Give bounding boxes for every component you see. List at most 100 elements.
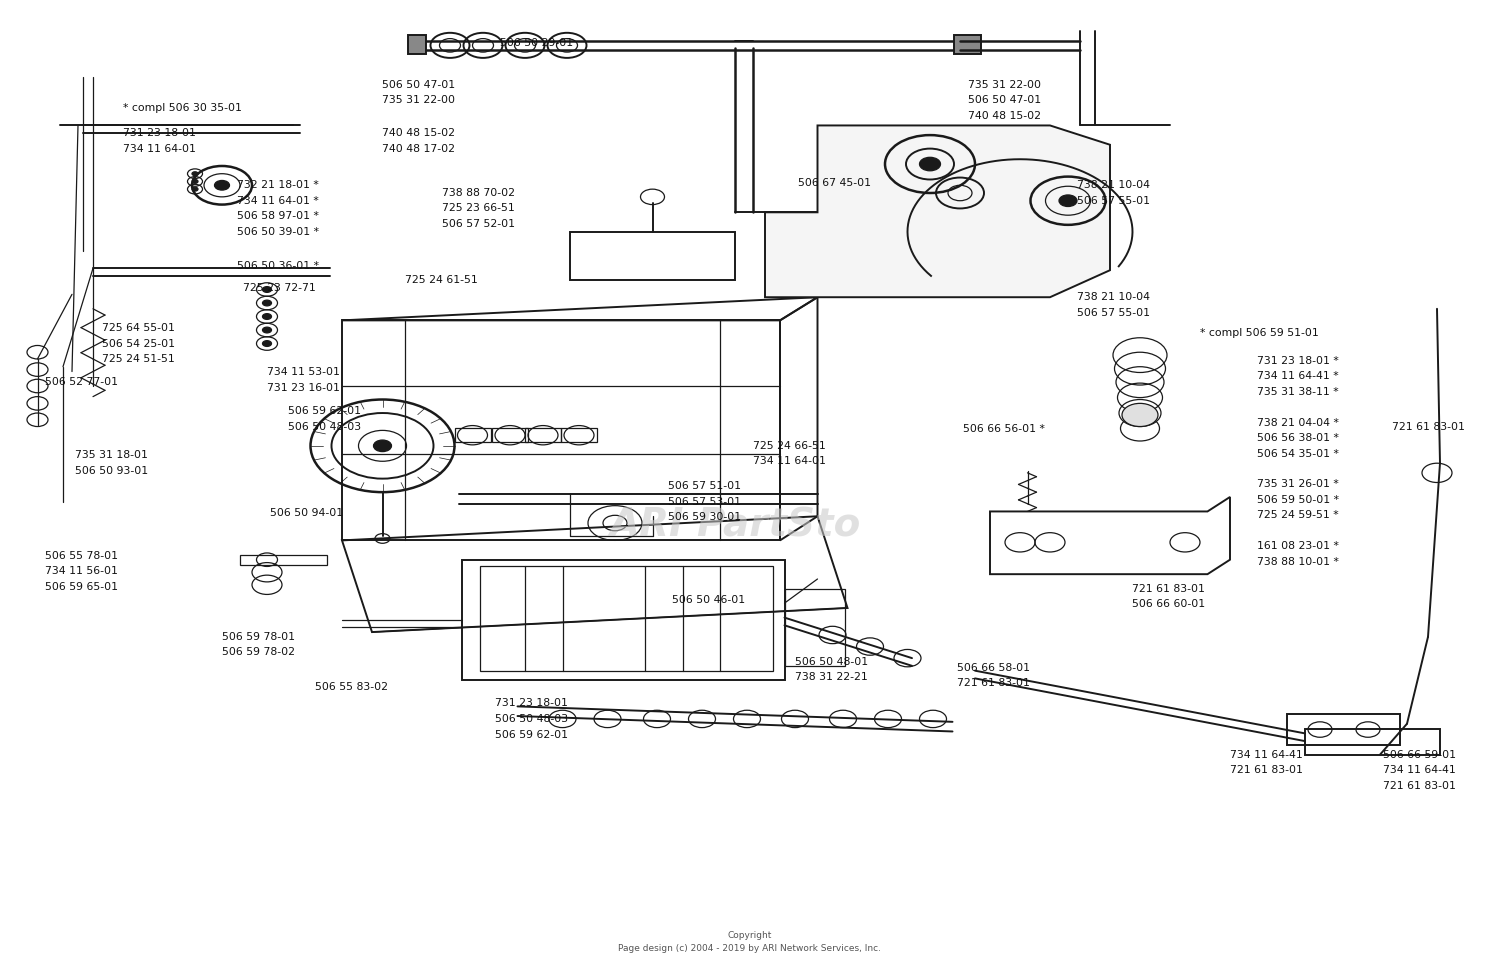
- Text: 738 88 70-02: 738 88 70-02: [442, 188, 516, 198]
- Text: 506 67 45-01: 506 67 45-01: [798, 179, 871, 188]
- Circle shape: [920, 157, 940, 171]
- Text: 506 66 58-01: 506 66 58-01: [957, 663, 1030, 673]
- Text: 725 23 72-71: 725 23 72-71: [243, 283, 315, 292]
- Text: 506 52 77-01: 506 52 77-01: [45, 377, 118, 387]
- Text: 725 24 51-51: 725 24 51-51: [102, 354, 174, 364]
- Circle shape: [262, 287, 272, 292]
- Text: 725 23 66-51: 725 23 66-51: [442, 204, 516, 213]
- Text: 738 21 10-04: 738 21 10-04: [1077, 292, 1150, 302]
- Text: 506 50 47-01: 506 50 47-01: [968, 96, 1041, 105]
- Text: * compl 506 30 35-01: * compl 506 30 35-01: [123, 103, 242, 113]
- Text: 506 50 48-03: 506 50 48-03: [495, 714, 568, 724]
- Text: 734 11 64-41: 734 11 64-41: [1230, 750, 1302, 759]
- Text: 506 59 78-01: 506 59 78-01: [222, 632, 296, 642]
- Bar: [1287, 714, 1400, 745]
- Text: 506 59 62-01: 506 59 62-01: [288, 406, 362, 416]
- Text: 734 11 64-01 *: 734 11 64-01 *: [237, 196, 318, 206]
- Text: 725 24 61-51: 725 24 61-51: [405, 275, 477, 285]
- Text: 735 31 18-01: 735 31 18-01: [75, 451, 148, 460]
- Text: 725 24 66-51: 725 24 66-51: [753, 441, 825, 451]
- Text: * compl 506 59 51-01: * compl 506 59 51-01: [1200, 328, 1318, 338]
- Text: 506 66 59-01: 506 66 59-01: [1383, 750, 1456, 759]
- Text: 738 88 10-01 *: 738 88 10-01 *: [1257, 557, 1340, 566]
- Text: 506 56 38-01 *: 506 56 38-01 *: [1257, 433, 1340, 443]
- Text: 735 31 22-00: 735 31 22-00: [382, 96, 456, 105]
- Text: 721 61 83-01: 721 61 83-01: [1132, 584, 1206, 593]
- Circle shape: [1059, 195, 1077, 207]
- Text: 506 50 39-01 *: 506 50 39-01 *: [237, 227, 320, 236]
- Text: 506 54 25-01: 506 54 25-01: [102, 339, 176, 348]
- Text: 740 48 15-02: 740 48 15-02: [968, 111, 1041, 121]
- Text: 731 23 16-01: 731 23 16-01: [267, 383, 340, 393]
- Circle shape: [262, 314, 272, 319]
- Text: Copyright
Page design (c) 2004 - 2019 by ARI Network Services, Inc.: Copyright Page design (c) 2004 - 2019 by…: [618, 931, 882, 952]
- Text: 506 50 48-01: 506 50 48-01: [795, 657, 868, 667]
- Text: 721 61 83-01: 721 61 83-01: [1230, 765, 1304, 775]
- Bar: [454, 428, 490, 442]
- Text: 506 50 48-03: 506 50 48-03: [288, 422, 362, 431]
- Text: 506 59 62-01: 506 59 62-01: [495, 731, 568, 740]
- Text: 731 23 18-01 *: 731 23 18-01 *: [1257, 356, 1338, 366]
- Text: 506 66 56-01 *: 506 66 56-01 *: [963, 425, 1046, 434]
- Circle shape: [192, 187, 198, 191]
- Text: 506 55 83-02: 506 55 83-02: [315, 682, 388, 692]
- Circle shape: [192, 179, 198, 183]
- Text: 721 61 83-01: 721 61 83-01: [957, 678, 1030, 688]
- Text: 734 11 53-01: 734 11 53-01: [267, 368, 340, 377]
- Text: 506 57 51-01: 506 57 51-01: [668, 482, 741, 491]
- Bar: [408, 35, 426, 54]
- Text: 734 11 64-41 *: 734 11 64-41 *: [1257, 372, 1338, 381]
- Text: 721 61 83-01: 721 61 83-01: [1383, 781, 1456, 790]
- Polygon shape: [765, 125, 1110, 297]
- Text: 506 66 60-01: 506 66 60-01: [1132, 599, 1206, 609]
- Text: 725 64 55-01: 725 64 55-01: [102, 323, 176, 333]
- Bar: [525, 428, 561, 442]
- Text: 506 50 36-01 *: 506 50 36-01 *: [237, 262, 320, 271]
- Text: 506 59 30-01: 506 59 30-01: [668, 512, 741, 522]
- Bar: [954, 35, 981, 54]
- Text: 506 55 78-01: 506 55 78-01: [45, 551, 118, 561]
- Text: 506 59 78-02: 506 59 78-02: [222, 648, 296, 657]
- Text: 735 31 38-11 *: 735 31 38-11 *: [1257, 387, 1338, 397]
- Text: 506 50 46-01: 506 50 46-01: [672, 595, 746, 605]
- Text: 738 31 22-21: 738 31 22-21: [795, 673, 867, 682]
- Text: 506 59 50-01 *: 506 59 50-01 *: [1257, 495, 1340, 505]
- Text: 740 48 15-02: 740 48 15-02: [382, 128, 456, 138]
- Text: 161 08 23-01 *: 161 08 23-01 *: [1257, 541, 1340, 551]
- Text: 740 48 17-02: 740 48 17-02: [382, 144, 456, 153]
- Circle shape: [214, 180, 230, 190]
- Circle shape: [262, 300, 272, 306]
- Circle shape: [262, 327, 272, 333]
- Bar: [462, 560, 784, 680]
- Text: 506 57 55-01: 506 57 55-01: [1077, 196, 1150, 206]
- Text: 506 57 53-01: 506 57 53-01: [668, 497, 741, 507]
- Circle shape: [1122, 403, 1158, 427]
- Text: 721 61 83-01: 721 61 83-01: [1392, 422, 1466, 431]
- Text: 506 59 65-01: 506 59 65-01: [45, 582, 118, 592]
- Text: 734 11 64-41: 734 11 64-41: [1383, 765, 1455, 775]
- Text: 734 11 56-01: 734 11 56-01: [45, 566, 118, 576]
- Text: 506 50 47-01: 506 50 47-01: [382, 80, 456, 90]
- Text: 732 21 18-01 *: 732 21 18-01 *: [237, 180, 318, 190]
- Text: 506 50 29-01: 506 50 29-01: [501, 39, 573, 48]
- Text: 738 21 10-04: 738 21 10-04: [1077, 180, 1150, 190]
- Text: 731 23 18-01: 731 23 18-01: [123, 128, 196, 138]
- Bar: [492, 428, 528, 442]
- Bar: [480, 566, 772, 671]
- Text: 735 31 26-01 *: 735 31 26-01 *: [1257, 480, 1338, 489]
- Text: 725 24 59-51 *: 725 24 59-51 *: [1257, 510, 1338, 520]
- Text: 734 11 64-01: 734 11 64-01: [123, 144, 196, 153]
- Text: 734 11 64-01: 734 11 64-01: [753, 456, 827, 466]
- Text: ARI PartSto: ARI PartSto: [609, 507, 861, 545]
- Circle shape: [374, 440, 392, 452]
- Circle shape: [262, 341, 272, 346]
- Text: 738 21 04-04 *: 738 21 04-04 *: [1257, 418, 1340, 427]
- Text: 731 23 18-01: 731 23 18-01: [495, 698, 568, 707]
- Text: 506 57 55-01: 506 57 55-01: [1077, 308, 1150, 317]
- Text: 506 58 97-01 *: 506 58 97-01 *: [237, 211, 320, 221]
- Text: 506 50 94-01: 506 50 94-01: [270, 509, 344, 518]
- Text: 506 50 93-01: 506 50 93-01: [75, 466, 148, 476]
- Text: 506 54 35-01 *: 506 54 35-01 *: [1257, 449, 1340, 458]
- Bar: [784, 589, 844, 666]
- Text: 735 31 22-00: 735 31 22-00: [968, 80, 1041, 90]
